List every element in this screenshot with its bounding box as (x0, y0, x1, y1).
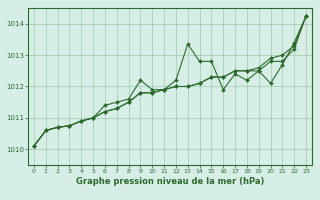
X-axis label: Graphe pression niveau de la mer (hPa): Graphe pression niveau de la mer (hPa) (76, 177, 264, 186)
